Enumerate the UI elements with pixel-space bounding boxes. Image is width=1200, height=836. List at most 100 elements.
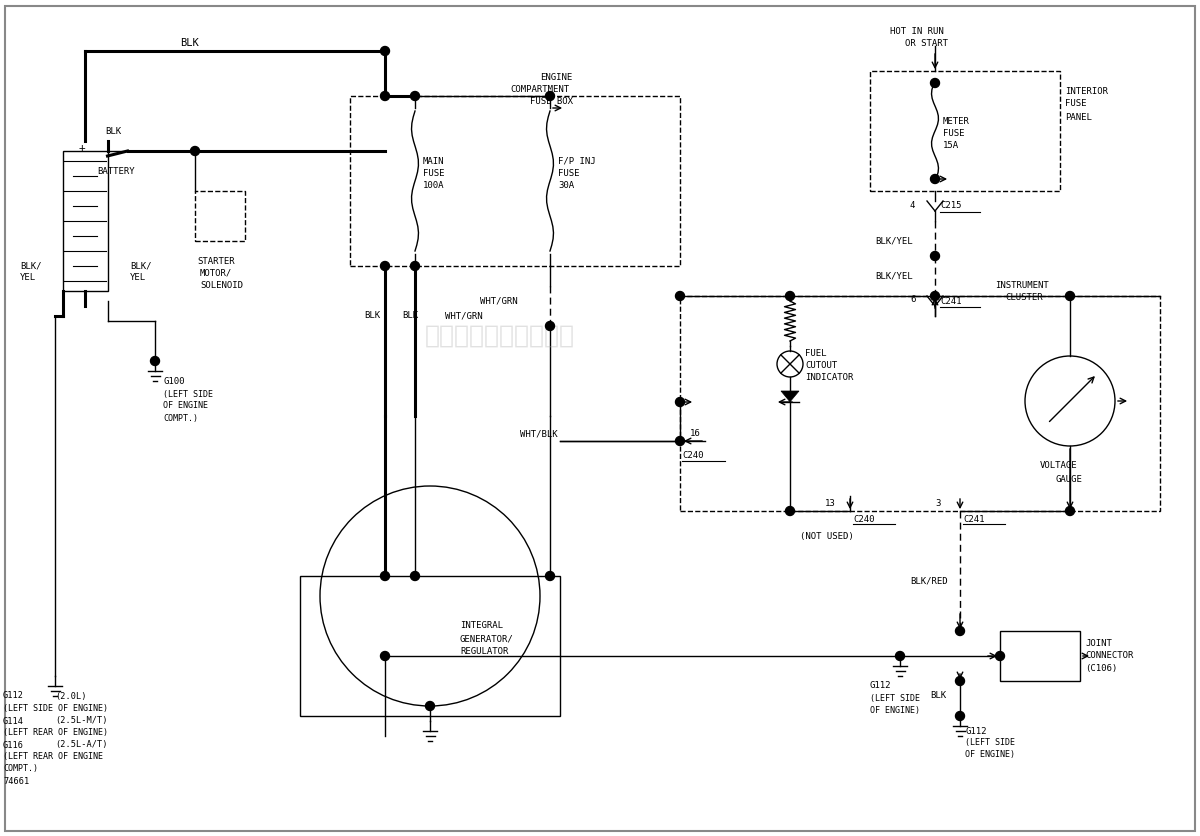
Text: FUSE: FUSE [943,129,965,137]
Text: BLK: BLK [106,126,121,135]
Circle shape [410,91,420,100]
Text: OR START: OR START [905,39,948,48]
Circle shape [380,47,390,55]
Text: INDICATOR: INDICATOR [805,374,853,383]
Circle shape [546,572,554,580]
Circle shape [546,91,554,100]
Text: FUSE: FUSE [424,169,444,177]
Text: 13: 13 [826,498,835,507]
Text: FUSE BOX: FUSE BOX [530,98,574,106]
Text: G116: G116 [2,741,24,750]
Text: BATTERY: BATTERY [97,166,134,176]
Bar [300,576,560,716]
Text: (LEFT SIDE: (LEFT SIDE [870,694,920,702]
Text: OF ENGINE): OF ENGINE) [870,706,920,715]
Text: BLK/YEL: BLK/YEL [875,272,913,281]
Circle shape [410,262,420,271]
Circle shape [191,146,199,155]
Text: STARTER: STARTER [197,257,235,266]
Text: G112: G112 [870,681,892,691]
Circle shape [380,572,390,580]
Circle shape [955,626,965,635]
Text: GENERATOR/: GENERATOR/ [460,635,514,644]
Text: +: + [79,143,85,153]
Text: 74661: 74661 [2,777,29,786]
Circle shape [1066,292,1074,300]
Text: 6: 6 [910,294,916,303]
Text: (LEFT SIDE: (LEFT SIDE [965,738,1015,747]
Text: YEL: YEL [130,273,146,283]
Circle shape [930,292,940,300]
Text: OF ENGINE: OF ENGINE [163,401,208,410]
Text: (LEFT REAR OF ENGINE): (LEFT REAR OF ENGINE) [2,728,108,737]
Text: REGULATOR: REGULATOR [460,648,509,656]
Circle shape [786,292,794,300]
Text: ENGINE: ENGINE [540,74,572,83]
Circle shape [895,651,905,660]
Text: (LEFT REAR OF ENGINE: (LEFT REAR OF ENGINE [2,752,103,762]
Bar [194,191,245,241]
Bar [680,296,1160,511]
Text: (2.5L-M/T): (2.5L-M/T) [55,716,108,726]
Text: C241: C241 [964,514,984,523]
Circle shape [1066,507,1074,516]
Text: BLK/YEL: BLK/YEL [875,237,913,246]
Text: WHT/GRN: WHT/GRN [480,297,517,305]
Bar [62,151,108,291]
Text: C241: C241 [940,297,961,305]
Text: OF ENGINE): OF ENGINE) [965,751,1015,759]
Text: FUEL: FUEL [805,349,827,359]
Text: MOTOR/: MOTOR/ [200,268,233,278]
Bar [350,96,680,266]
Bar [1000,631,1080,681]
Text: MAIN: MAIN [424,156,444,166]
Circle shape [426,701,434,711]
Text: (LEFT SIDE: (LEFT SIDE [163,390,214,399]
Text: COMPT.): COMPT.) [163,414,198,422]
Circle shape [676,292,684,300]
Text: METER: METER [943,116,970,125]
Text: G112: G112 [965,726,986,736]
Text: BLK: BLK [402,312,418,320]
Text: 3: 3 [935,498,941,507]
Circle shape [930,252,940,261]
Text: FUSE: FUSE [1066,99,1086,109]
Circle shape [380,91,390,100]
Text: PANEL: PANEL [1066,113,1092,121]
Circle shape [546,322,554,330]
Text: CLUSTER: CLUSTER [1006,293,1043,303]
Text: C240: C240 [682,451,703,461]
Text: WHT/BLK: WHT/BLK [520,430,558,439]
Text: 15A: 15A [943,140,959,150]
Text: WHT/GRN: WHT/GRN [445,312,482,320]
Circle shape [676,397,684,406]
Circle shape [955,676,965,686]
Text: C215: C215 [940,201,961,211]
Text: COMPT.): COMPT.) [2,764,38,773]
Circle shape [676,436,684,446]
Text: INTEGRAL: INTEGRAL [460,621,503,630]
Text: BLK: BLK [930,691,946,701]
Text: G112: G112 [2,691,24,701]
Circle shape [380,262,390,271]
Text: 杭州将睿科技有限公司: 杭州将睿科技有限公司 [425,324,575,348]
Text: BLK/: BLK/ [20,262,42,271]
Text: HOT IN RUN: HOT IN RUN [890,27,943,35]
Text: BLK/RED: BLK/RED [910,577,948,585]
Text: (NOT USED): (NOT USED) [800,532,853,541]
Text: INSTRUMENT: INSTRUMENT [995,282,1049,290]
Text: COMPARTMENT: COMPARTMENT [510,85,569,94]
Text: BLK/: BLK/ [130,262,151,271]
Text: (2.0L): (2.0L) [55,691,86,701]
Text: C240: C240 [853,514,875,523]
Text: F/P INJ: F/P INJ [558,156,595,166]
Text: BLK: BLK [180,38,199,48]
Text: SOLENOID: SOLENOID [200,281,242,289]
Text: (2.5L-A/T): (2.5L-A/T) [55,741,108,750]
Text: INTERIOR: INTERIOR [1066,86,1108,95]
Text: (LEFT SIDE OF ENGINE): (LEFT SIDE OF ENGINE) [2,705,108,713]
Circle shape [930,175,940,183]
Text: G114: G114 [2,716,24,726]
Circle shape [150,356,160,365]
Text: BLK: BLK [364,312,380,320]
